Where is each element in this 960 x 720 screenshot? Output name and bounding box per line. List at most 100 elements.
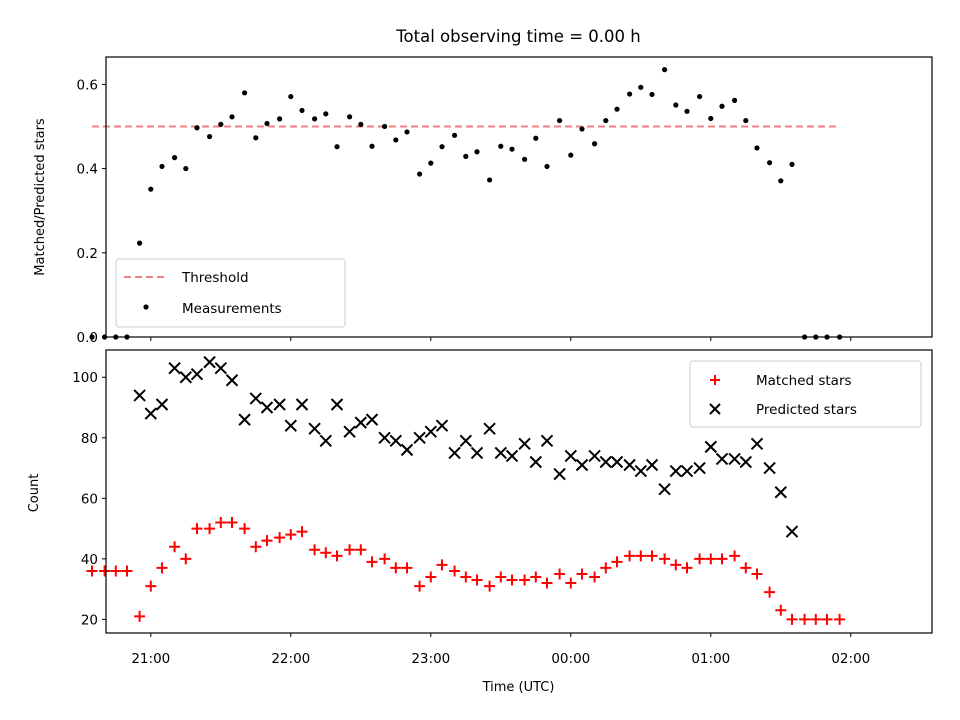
bottom-ytick-label: 20 [81,612,98,628]
predicted-star-point [330,398,344,411]
matched-star-point [460,571,472,583]
matched-star-point [121,565,133,577]
matched-star-point [775,604,787,616]
measurement-point [89,334,95,340]
measurement-point [183,165,189,172]
measurement-point [708,115,714,122]
matched-star-point [180,553,192,565]
legend-predicted-label: Predicted stars [756,402,857,418]
predicted-star-point [599,455,613,469]
measurement-point [253,135,259,141]
measurement-point [358,121,364,127]
matched-star-point [694,553,706,565]
top-ytick-label: 0.0 [77,330,98,346]
matched-star-point [204,523,216,535]
bottom-ylabel: Count [27,474,42,513]
measurement-point [568,152,574,158]
predicted-star-point [704,440,718,454]
measurement-point [743,117,749,124]
legend-threshold-label: Threshold [181,270,249,286]
matched-star-point [169,541,181,553]
predicted-star-point [459,434,473,448]
matched-star-point [86,565,98,577]
bottom-xtick-label: 00:00 [551,651,590,667]
measurement-point [194,125,200,131]
matched-star-point [110,565,122,577]
measurement-point [662,67,668,73]
matched-stars-series [86,517,846,625]
measurement-point [544,163,550,170]
top-legend: Threshold Measurements [115,258,346,328]
measurement-point [603,117,609,124]
measurement-point [789,161,795,167]
measurement-point [498,143,504,149]
predicted-star-point [155,398,169,411]
predicted-star-point [529,455,543,469]
measurement-point [487,177,493,183]
predicted-star-point [774,486,788,499]
measurement-point [264,120,270,127]
matched-star-point [519,574,531,586]
matched-star-point [659,553,671,565]
bottom-xlabel: Time (UTC) [482,680,555,695]
measurement-point [404,129,410,135]
measurement-point [474,149,480,155]
matched-star-point [810,613,822,625]
measurement-point [732,97,738,103]
matched-star-point [401,562,413,574]
bottom-plot-area [86,355,846,625]
predicted-star-point [470,446,484,460]
matched-star-point [764,586,776,598]
legend-predicted-swatch [709,403,721,415]
matched-star-point [449,565,461,577]
measurement-point [148,186,154,192]
matched-star-point [729,550,741,562]
matched-star-point [716,553,728,565]
matched-star-point [215,517,227,529]
measurement-point [649,91,655,98]
measurement-point [393,137,399,143]
predicted-star-point [319,434,333,448]
predicted-star-point [564,449,578,463]
predicted-star-point [680,464,694,478]
measurement-point [382,123,388,130]
matched-star-point [484,580,496,592]
measurement-point [207,133,213,140]
matched-star-point [530,571,542,583]
matched-star-point [390,562,402,574]
predicted-star-point [658,483,671,496]
measurement-point [242,90,248,96]
matched-star-point [414,580,426,592]
matched-star-point [646,550,658,562]
predicted-star-point [435,419,449,432]
bottom-axes-frame [105,349,933,634]
measurement-point [277,116,283,122]
matched-star-point [191,523,203,535]
matched-star-point [821,613,833,625]
matched-star-point [331,550,343,562]
predicted-star-point [273,398,286,411]
matched-star-point [274,532,286,544]
measurement-point [172,155,178,161]
top-ytick-label: 0.4 [77,162,98,178]
predicted-star-point [693,461,706,475]
predicted-star-point [378,431,391,444]
measurement-point [557,117,563,124]
measurement-point [614,106,620,112]
bottom-legend-box [689,360,922,428]
measurement-point [159,163,165,170]
matched-star-point [355,544,367,556]
matched-star-point [786,613,798,625]
predicted-star-point [308,422,321,435]
matched-star-point [705,553,717,565]
predicted-star-point [785,525,799,538]
matched-star-point [344,544,356,556]
matched-star-point [226,517,238,529]
predicted-star-point [343,425,356,438]
predicted-star-point [540,434,554,448]
matched-star-point [320,547,332,559]
matched-star-point [834,613,846,625]
predicted-star-point [168,361,181,375]
measurement-point [452,132,458,138]
measurement-point [754,145,760,151]
